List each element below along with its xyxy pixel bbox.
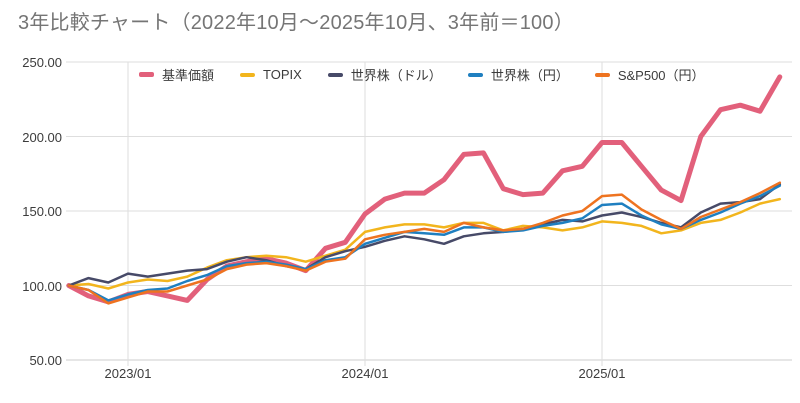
x-tick-label: 2023/01: [104, 366, 152, 381]
legend-item-1[interactable]: TOPIX: [240, 67, 302, 82]
legend-swatch-icon: [139, 72, 154, 77]
legend-label: 世界株（円）: [490, 68, 569, 83]
legend-item-4[interactable]: S&P500（円）: [594, 65, 705, 84]
series-line-4: [67, 181, 782, 305]
legend-item-0[interactable]: 基準価額: [139, 65, 214, 84]
y-tick-label: 200.00: [22, 129, 62, 145]
series-line-0: [66, 74, 783, 305]
legend-swatch-icon: [467, 72, 483, 77]
legend-label: S&P500（円）: [617, 68, 705, 83]
y-tick-label: 250.00: [22, 55, 62, 70]
x-tick-label: 2025/01: [578, 366, 626, 381]
legend-label: 世界株（ドル）: [350, 68, 442, 83]
series-line-1: [67, 197, 782, 290]
y-tick-label: 50.00: [29, 353, 62, 368]
legend-label: TOPIX: [263, 67, 302, 82]
y-tick-label: 100.00: [22, 278, 62, 294]
x-tick-label: 2024/01: [341, 366, 389, 381]
legend-swatch-icon: [594, 72, 610, 77]
legend-item-2[interactable]: 世界株（ドル）: [327, 65, 442, 84]
legend-item-3[interactable]: 世界株（円）: [467, 65, 569, 84]
chart-legend: 基準価額 TOPIX 世界株（ドル） 世界株（円） S&P500（円）: [139, 65, 705, 84]
chart-title: 3年比較チャート（2022年10月～2025年10月、3年前＝100）: [18, 12, 574, 34]
y-tick-label: 150.00: [22, 204, 62, 219]
legend-swatch-icon: [327, 72, 343, 77]
legend-swatch-icon: [240, 72, 256, 77]
series-line-3: [67, 184, 782, 302]
series-line-2: [67, 182, 782, 287]
legend-label: 基準価額: [162, 68, 215, 83]
